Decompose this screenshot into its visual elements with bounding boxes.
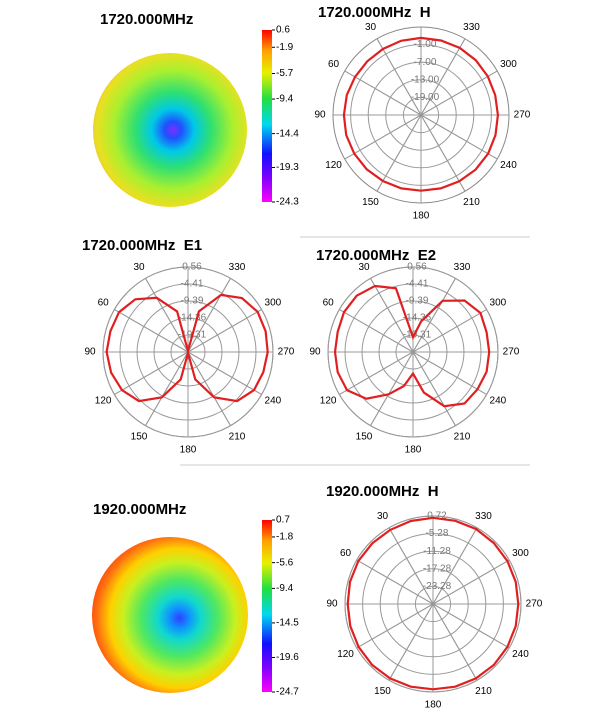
angle-label: 240 <box>512 649 529 660</box>
radial-label: -1.00 <box>414 39 437 50</box>
angle-label: 180 <box>413 211 430 222</box>
angle-label: 210 <box>454 432 471 443</box>
radial-label: -19.31 <box>403 330 432 341</box>
colorbar-label: -1.8 <box>276 532 294 543</box>
angle-label: 60 <box>328 59 340 70</box>
angle-label: 60 <box>323 298 335 309</box>
colorbar-label: -19.6 <box>276 652 299 663</box>
angle-label: 300 <box>490 298 507 309</box>
angle-label: 270 <box>503 347 520 358</box>
angle-label: 60 <box>98 298 110 309</box>
radial-label: 0.56 <box>182 262 202 273</box>
angle-label: 120 <box>95 396 112 407</box>
angle-label: 240 <box>265 396 282 407</box>
angle-label: 240 <box>500 160 517 171</box>
angle-label: 330 <box>454 262 471 273</box>
radial-label: -17.28 <box>423 563 452 574</box>
angle-label: 30 <box>365 22 377 33</box>
chart-title: 1720.000MHz H <box>318 4 431 21</box>
chart-title: 1920.000MHz <box>93 501 186 518</box>
radial-label: 0.56 <box>407 262 427 273</box>
colorbar-label: -9.4 <box>276 583 294 594</box>
colorbar-label: -19.3 <box>276 162 299 173</box>
pattern-trace <box>105 293 269 403</box>
colorbar-label: 0.7 <box>276 515 290 526</box>
colorbar-label: -24.7 <box>276 687 299 698</box>
angle-label: 30 <box>358 262 370 273</box>
radial-label: -14.36 <box>403 313 432 324</box>
angle-label: 90 <box>314 110 326 121</box>
spoke <box>376 38 466 192</box>
radial-label: -7.00 <box>414 57 437 68</box>
colorbar-label: -14.4 <box>276 128 299 139</box>
colorbar-label: -14.5 <box>276 618 299 629</box>
angle-label: 210 <box>475 686 492 697</box>
colorbar-label: -9.4 <box>276 94 294 105</box>
heatmap-disc <box>93 53 247 207</box>
radial-label: -5.28 <box>426 528 449 539</box>
pattern-trace <box>346 516 520 691</box>
angle-label: 270 <box>514 110 531 121</box>
angle-label: 180 <box>405 445 422 456</box>
radial-label: -4.41 <box>406 279 429 290</box>
colorbar <box>262 520 272 692</box>
radial-label: -4.41 <box>181 279 204 290</box>
colorbar <box>262 30 272 202</box>
angle-label: 270 <box>278 347 295 358</box>
pattern-trace <box>342 36 500 192</box>
angle-label: 120 <box>325 160 342 171</box>
angle-label: 210 <box>463 197 480 208</box>
angle-label: 330 <box>463 22 480 33</box>
colorbar-label: -5.7 <box>276 68 294 79</box>
angle-label: 300 <box>512 548 529 559</box>
angle-label: 300 <box>265 298 282 309</box>
angle-label: 120 <box>320 396 337 407</box>
angle-label: 150 <box>374 686 391 697</box>
angle-label: 90 <box>326 599 338 610</box>
spoke <box>388 527 478 681</box>
angle-label: 180 <box>425 700 442 711</box>
colorbar-label: -1.9 <box>276 42 294 53</box>
chart-title: 1720.000MHz E2 <box>316 247 436 264</box>
heatmap-disc <box>92 537 248 693</box>
angle-label: 30 <box>133 262 145 273</box>
angle-label: 240 <box>490 396 507 407</box>
angle-label: 90 <box>309 347 321 358</box>
colorbar-label: -5.6 <box>276 557 294 568</box>
angle-label: 180 <box>180 445 197 456</box>
radial-label: -23.28 <box>423 581 452 592</box>
colorbar-label: 0.6 <box>276 25 290 36</box>
radial-label: -13.00 <box>411 74 440 85</box>
angle-label: 120 <box>337 649 354 660</box>
angle-label: 60 <box>340 548 352 559</box>
angle-label: 90 <box>84 347 96 358</box>
radial-label: -9.39 <box>406 296 429 307</box>
radial-label: -11.28 <box>423 546 451 557</box>
angle-label: 30 <box>377 511 389 522</box>
colorbar-label: -24.3 <box>276 197 299 208</box>
angle-label: 330 <box>475 511 492 522</box>
angle-label: 150 <box>362 197 379 208</box>
angle-label: 300 <box>500 59 517 70</box>
chart-title: 1720.000MHz <box>100 11 193 28</box>
radial-label: -19.00 <box>411 92 440 103</box>
chart-title: 1720.000MHz E1 <box>82 237 202 254</box>
angle-label: 210 <box>229 432 246 443</box>
radial-label: -9.39 <box>181 296 204 307</box>
radial-label: 0.72 <box>427 511 447 522</box>
angle-label: 150 <box>131 432 148 443</box>
angle-label: 330 <box>229 262 246 273</box>
chart-title: 1920.000MHz H <box>326 483 439 500</box>
pattern-trace <box>333 284 491 408</box>
radial-label: -14.36 <box>178 313 207 324</box>
angle-label: 150 <box>356 432 373 443</box>
angle-label: 270 <box>526 599 543 610</box>
